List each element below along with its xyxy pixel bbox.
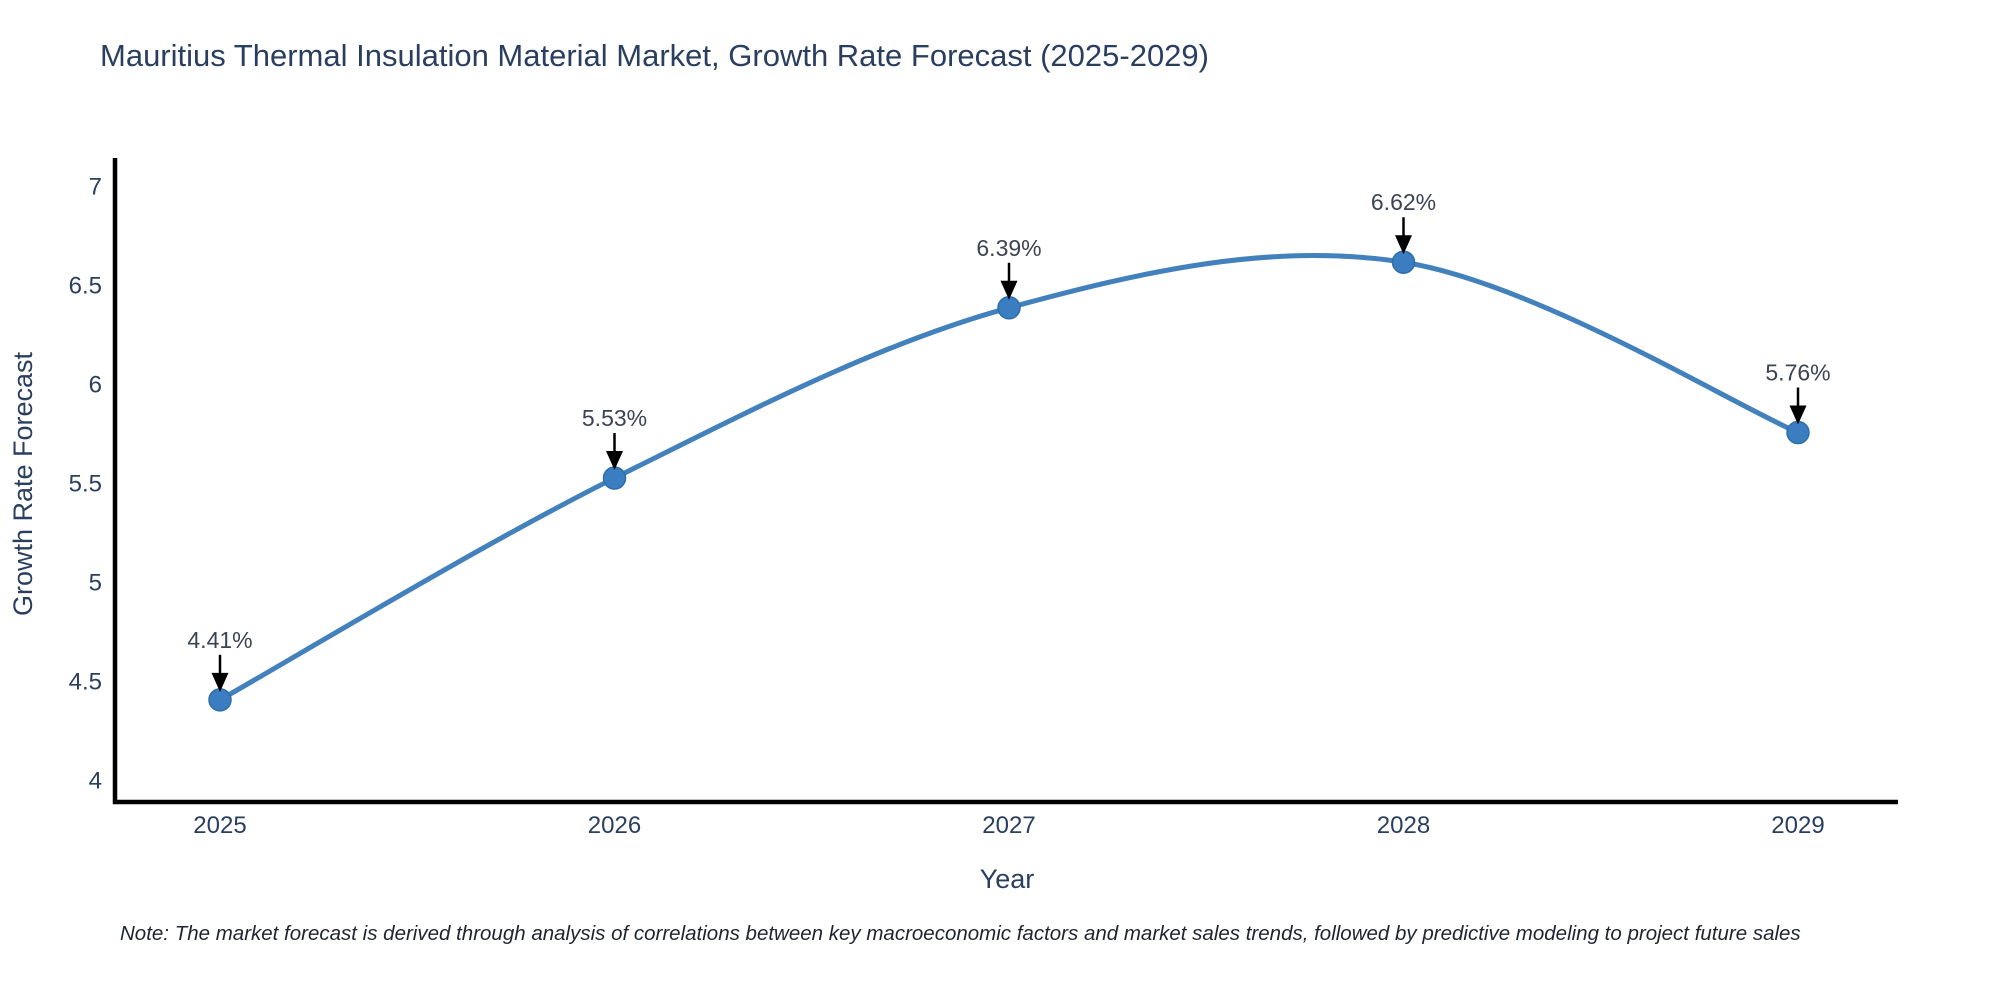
y-tick-label: 6 (89, 372, 102, 399)
annotation-arrow-head (1395, 235, 1412, 255)
chart-title: Mauritius Thermal Insulation Material Ma… (100, 38, 1209, 73)
annotation-arrow-head (211, 672, 229, 692)
footnote: Note: The market forecast is derived thr… (120, 922, 1801, 945)
x-tick-label: 2027 (982, 812, 1035, 839)
x-tick-label: 2028 (1377, 812, 1430, 839)
point-annotation: 6.39% (976, 235, 1041, 261)
annotation-arrow-head (1789, 405, 1807, 425)
annotation-arrow-head (1000, 280, 1018, 300)
data-point (997, 296, 1021, 320)
annotation-arrow-head (606, 451, 623, 471)
x-tick-label: 2026 (588, 812, 641, 839)
point-annotation: 4.41% (187, 627, 252, 653)
data-point (208, 688, 232, 712)
y-tick-label: 5.5 (69, 471, 102, 498)
data-point (602, 466, 627, 490)
y-tick-label: 6.5 (69, 273, 102, 300)
y-tick-label: 4 (89, 768, 102, 795)
y-axis-title: Growth Rate Forecast (8, 351, 38, 616)
plot-content: 4 4.5 5 5.5 6 6.5 7 2025 2026 2027 2028 2029 4.41% 5.… (69, 158, 1898, 839)
x-axis-title: Year (980, 864, 1035, 894)
y-tick-label: 4.5 (69, 669, 102, 696)
x-tick-label: 2025 (193, 812, 246, 839)
data-point (1391, 250, 1416, 274)
y-tick-label: 7 (89, 174, 102, 201)
point-annotation: 6.62% (1371, 189, 1436, 215)
x-tick-label: 2029 (1771, 812, 1824, 839)
point-annotation: 5.76% (1765, 360, 1830, 386)
data-point (1786, 420, 1810, 445)
y-tick-label: 5 (89, 570, 102, 597)
axis-lines (112, 158, 1898, 805)
series-line (217, 252, 1801, 703)
point-annotation: 5.53% (582, 405, 647, 431)
